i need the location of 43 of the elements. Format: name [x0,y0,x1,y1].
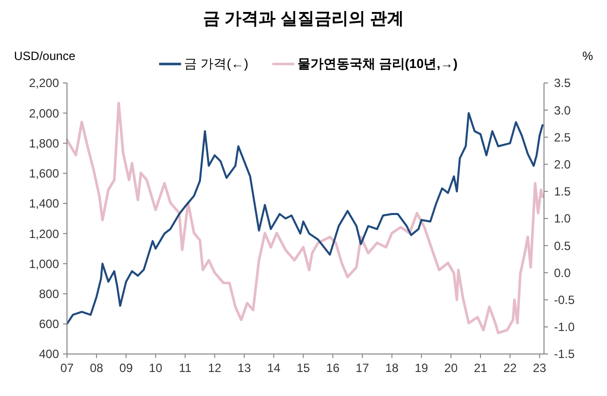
x-tick-label: 21 [474,361,488,375]
x-tick-label: 13 [238,361,252,375]
x-tick-label: 08 [90,361,104,375]
y2-tick-label: 3.5 [554,76,572,90]
x-tick-label: 22 [503,361,518,375]
x-tick-label: 11 [178,361,192,375]
legend-label: 물가연동국채 금리(10년,→) [297,56,458,71]
y2-tick-label: 0.0 [554,266,572,280]
y2-tick-label: -0.5 [554,293,576,307]
chart-title: 금 가격과 실질금리의 관계 [202,9,404,28]
y-tick-label: 2,200 [28,76,60,90]
y2-tick-label: 1.5 [554,184,572,199]
legend-label: 금 가격(←) [184,56,248,71]
y2-tick-label: 3.0 [554,103,572,118]
y-tick-label: 1,200 [28,226,60,241]
x-tick-label: 16 [326,361,340,375]
y-tick-label: 800 [38,286,60,301]
x-tick-label: 14 [267,361,281,375]
y2-axis-title: % [582,49,594,63]
y-tick-label: 1,000 [28,256,60,271]
x-tick-label: 10 [148,361,163,375]
x-tick-label: 17 [356,361,370,375]
x-tick-label: 09 [119,361,134,375]
y-tick-label: 400 [38,347,60,362]
y-tick-label: 2,000 [28,106,60,120]
x-tick-label: 20 [444,361,458,375]
y2-tick-label: 2.5 [554,130,572,144]
x-tick-label: 19 [414,361,428,375]
y2-tick-label: 2.0 [554,158,572,172]
y-axis-title: USD/ounce [14,49,76,63]
y-tick-label: 1,400 [28,196,60,211]
y-tick-label: 1,800 [28,136,60,150]
x-tick-label: 07 [60,361,74,375]
x-tick-label: 18 [385,361,399,375]
y2-tick-label: -1.5 [554,347,576,362]
y-tick-label: 600 [38,317,60,332]
y2-tick-label: -1.0 [554,320,576,334]
y2-tick-label: 0.5 [554,238,572,253]
y-tick-label: 1,600 [28,166,60,181]
y2-tick-label: 1.0 [554,212,572,226]
x-tick-label: 12 [208,361,222,375]
x-tick-label: 15 [296,361,310,375]
x-tick-label: 23 [532,361,547,375]
